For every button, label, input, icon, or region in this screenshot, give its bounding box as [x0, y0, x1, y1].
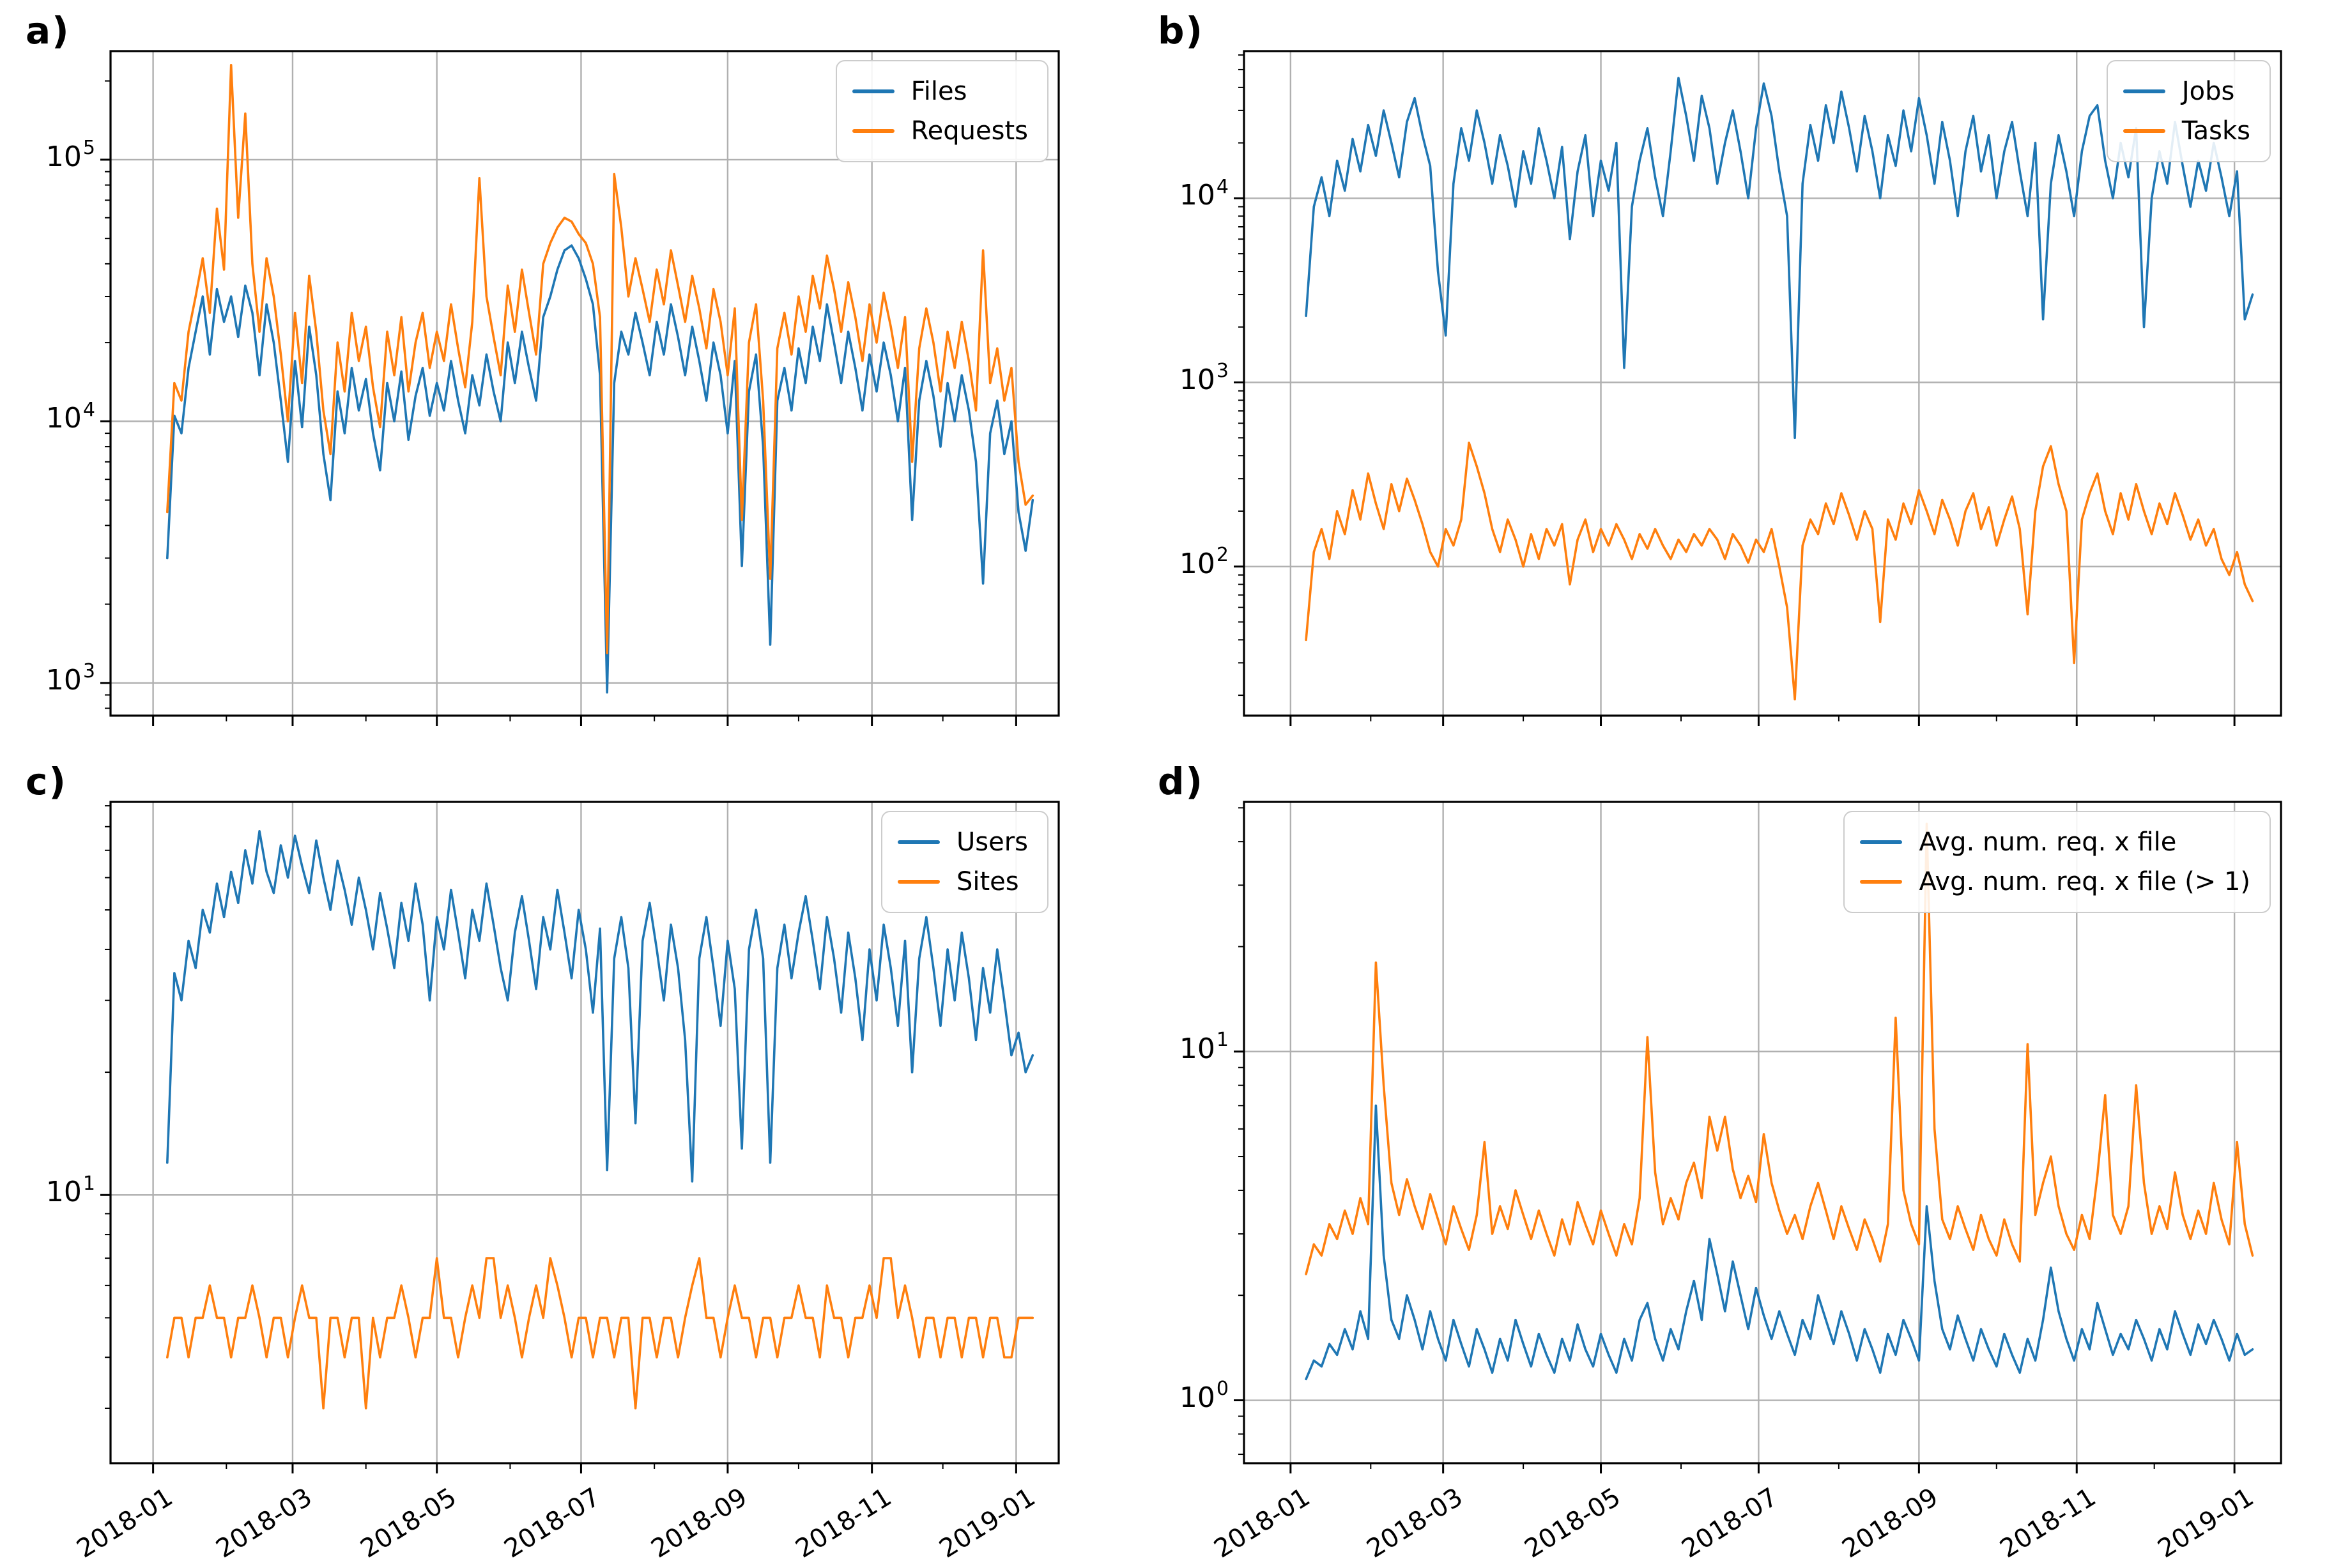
legend-label: Sites — [956, 867, 1019, 896]
x-tick-label: 2018-09 — [1837, 1482, 1944, 1564]
series-line-tasks — [1305, 442, 2254, 701]
legend-entry: Tasks — [2123, 111, 2250, 151]
tasks-line-swatch — [2123, 129, 2165, 133]
files-line-swatch — [852, 89, 895, 93]
y-tick-label: 103 — [45, 660, 95, 696]
legend-entry: Requests — [852, 111, 1028, 151]
x-tick-label: 2018-01 — [71, 1482, 178, 1564]
panel-c-label: c) — [26, 760, 67, 803]
x-tick-label: 2018-11 — [790, 1482, 897, 1564]
panel-d-legend: Avg. num. req. x file Avg. num. req. x f… — [1843, 811, 2271, 913]
users-line-swatch — [897, 840, 940, 844]
panel-d-label: d) — [1158, 760, 1204, 803]
legend-entry: Sites — [897, 862, 1028, 902]
y-tick-label: 104 — [45, 398, 95, 435]
series-line-users — [166, 829, 1034, 1183]
x-tick-label: 2018-01 — [1209, 1482, 1316, 1564]
y-tick-label: 104 — [1179, 175, 1229, 212]
series-line-avg-num-req-x-file — [1305, 1104, 2254, 1381]
x-tick-label: 2019-01 — [2153, 1482, 2259, 1564]
legend-label: Requests — [910, 116, 1028, 146]
x-tick-label: 2018-05 — [355, 1482, 462, 1564]
legend-label: Users — [956, 827, 1028, 857]
legend-entry: Jobs — [2123, 72, 2250, 111]
series-line-avg-num-req-x-file-1 — [1305, 822, 2254, 1275]
x-tick-label: 2018-05 — [1519, 1482, 1625, 1564]
x-tick-label: 2018-07 — [1677, 1482, 1783, 1564]
y-tick-label: 100 — [1179, 1377, 1229, 1414]
panel-users-sites: Users Sites 101 2018-01 2018-03 2018-05 2018… — [46, 801, 1060, 1564]
x-tick-label: 2018-11 — [1995, 1482, 2101, 1564]
panel-c-legend: Users Sites — [880, 811, 1048, 913]
x-tick-label: 2019-01 — [934, 1482, 1041, 1564]
sites-line-swatch — [897, 880, 940, 884]
legend-label: Avg. num. req. x file (> 1) — [1919, 867, 2250, 896]
y-tick-label: 103 — [1179, 359, 1229, 396]
legend-entry: Users — [897, 822, 1028, 862]
y-tick-label: 101 — [45, 1172, 95, 1209]
panel-d-canvas — [1234, 801, 2282, 1473]
panel-a-legend: Files Requests — [835, 60, 1048, 162]
series-line-files — [166, 244, 1034, 694]
panel-files-requests: Files Requests 103 104 105 — [46, 50, 1060, 726]
x-tick-label: 2018-09 — [646, 1482, 753, 1564]
requests-line-swatch — [852, 129, 895, 133]
y-tick-label: 101 — [1179, 1029, 1229, 1065]
legend-entry: Avg. num. req. x file — [1860, 822, 2250, 862]
x-tick-label: 2018-03 — [211, 1482, 318, 1564]
panel-b-legend: Jobs Tasks — [2106, 60, 2271, 162]
y-tick-label: 105 — [45, 137, 95, 173]
panel-a-label: a) — [26, 9, 70, 52]
x-tick-label: 2018-03 — [1361, 1482, 1468, 1564]
y-tick-label: 102 — [1179, 544, 1229, 580]
avg-req-gt1-line-swatch — [1860, 880, 1903, 884]
panel-b-label: b) — [1158, 9, 1204, 52]
legend-label: Files — [910, 77, 967, 106]
panel-avg-requests: Avg. num. req. x file Avg. num. req. x f… — [1179, 801, 2282, 1564]
jobs-line-swatch — [2123, 89, 2165, 93]
legend-entry: Files — [852, 72, 1028, 111]
legend-label: Jobs — [2181, 77, 2235, 106]
panel-jobs-tasks: Jobs Tasks 102 103 104 — [1179, 50, 2282, 726]
series-line-requests — [166, 63, 1034, 655]
legend-label: Avg. num. req. x file — [1919, 827, 2177, 857]
x-tick-label: 2018-07 — [499, 1482, 606, 1564]
series-line-jobs — [1305, 77, 2254, 440]
series-line-sites — [166, 1257, 1034, 1410]
legend-label: Tasks — [2181, 116, 2250, 146]
legend-entry: Avg. num. req. x file (> 1) — [1860, 862, 2250, 902]
panel-c-canvas — [100, 801, 1060, 1473]
avg-req-line-swatch — [1860, 840, 1903, 844]
panel-b-canvas — [1234, 50, 2282, 726]
